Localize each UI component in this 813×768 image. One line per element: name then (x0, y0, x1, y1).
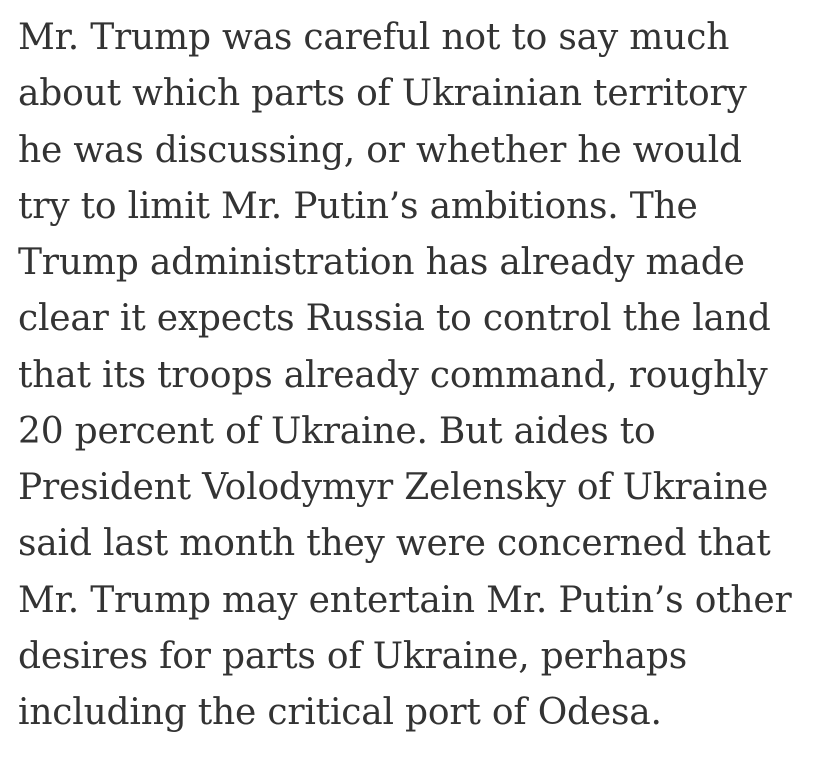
paragraph-line: President Volodymyr Zelensky of Ukraine (18, 467, 769, 508)
paragraph-line: he was discussing, or whether he would (18, 129, 742, 171)
paragraph-line: Mr. Trump may entertain Mr. Putin’s othe… (18, 579, 792, 621)
paragraph-line: said last month they were concerned that (18, 523, 771, 565)
paragraph-line: including the critical port of Odesa. (18, 692, 662, 733)
article-paragraph: Mr. Trump was careful not to say much ab… (18, 10, 813, 741)
paragraph-line: try to limit Mr. Putin’s ambitions. The (18, 185, 698, 227)
paragraph-line: desires for parts of Ukraine, perhaps (18, 635, 688, 677)
paragraph-line: 20 percent of Ukraine. But aides to (18, 410, 656, 452)
paragraph-line: clear it expects Russia to control the l… (18, 298, 771, 340)
paragraph-line: Mr. Trump was careful not to say much (18, 17, 730, 58)
paragraph-line: that its troops already command, roughly (18, 354, 768, 396)
paragraph-line: about which parts of Ukrainian territory (18, 73, 747, 115)
article-body: Mr. Trump was careful not to say much ab… (18, 10, 813, 741)
paragraph-line: Trump administration has already made (18, 242, 745, 283)
